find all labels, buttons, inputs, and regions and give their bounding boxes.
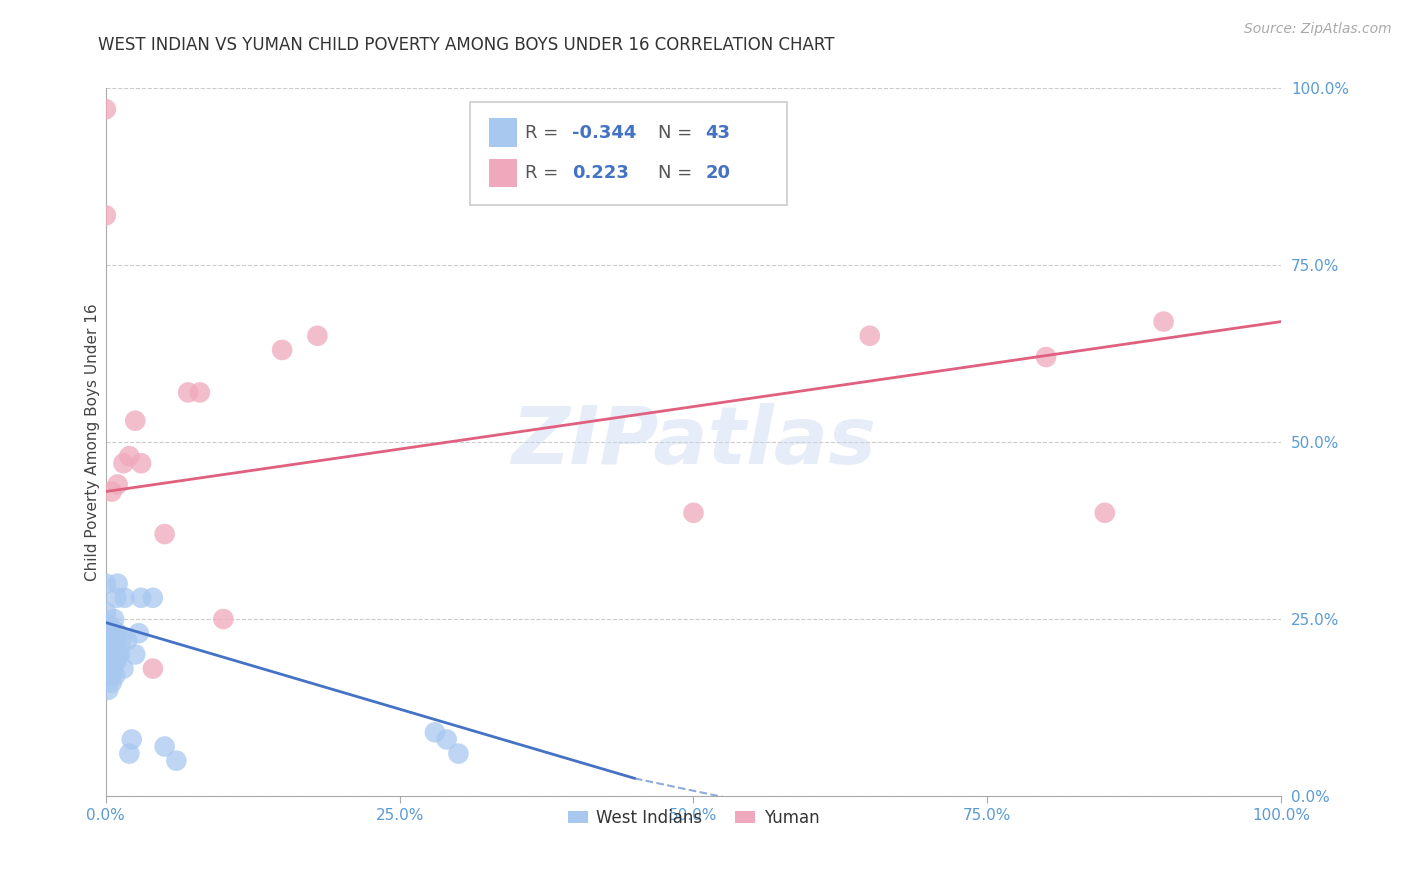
Point [108,648,131,662]
Point [121,732,143,747]
Point [124,414,146,428]
Text: N =: N = [658,164,699,182]
Point [101,626,124,640]
Point [153,739,176,754]
Point [94,102,117,116]
Point [124,648,146,662]
Point [107,648,129,662]
Point [94,662,117,676]
Point [100,675,122,690]
Point [142,662,165,676]
Point [165,754,187,768]
Point [129,456,152,470]
Point [103,612,125,626]
Point [97,662,120,676]
Point [447,747,470,761]
Point [100,633,122,648]
Point [94,640,117,655]
Point [118,449,141,463]
Point [118,747,141,761]
FancyBboxPatch shape [489,159,517,187]
Point [110,633,132,648]
Point [859,328,882,343]
Point [112,662,135,676]
Point [104,633,127,648]
Text: Source: ZipAtlas.com: Source: ZipAtlas.com [1244,22,1392,37]
Point [177,385,200,400]
Point [1035,350,1057,364]
Point [98,633,121,648]
Point [1094,506,1116,520]
Point [101,662,124,676]
FancyBboxPatch shape [489,119,517,146]
Point [212,612,235,626]
Point [107,626,129,640]
Point [100,669,122,683]
Point [104,669,127,683]
Y-axis label: Child Poverty Among Boys Under 16: Child Poverty Among Boys Under 16 [86,303,100,581]
Point [436,732,458,747]
Point [107,477,129,491]
Point [153,527,176,541]
Point [107,576,129,591]
Point [100,648,122,662]
Point [94,633,117,648]
Point [100,619,122,633]
Point [105,591,128,605]
Text: WEST INDIAN VS YUMAN CHILD POVERTY AMONG BOYS UNDER 16 CORRELATION CHART: WEST INDIAN VS YUMAN CHILD POVERTY AMONG… [98,36,835,54]
Text: 43: 43 [706,123,730,142]
Point [115,633,138,648]
Point [423,725,446,739]
Point [94,576,117,591]
FancyBboxPatch shape [470,102,787,205]
Point [188,385,211,400]
Legend: West Indians, Yuman: West Indians, Yuman [561,803,825,834]
Point [307,328,329,343]
Point [94,605,117,619]
Point [142,591,165,605]
Text: R =: R = [526,123,564,142]
Text: -0.344: -0.344 [572,123,637,142]
Point [128,626,150,640]
Text: ZIPatlas: ZIPatlas [510,403,876,481]
Point [94,208,117,222]
Point [94,619,117,633]
Point [114,591,136,605]
Text: N =: N = [658,123,699,142]
Point [94,648,117,662]
Point [98,648,121,662]
Point [271,343,294,357]
Text: 0.223: 0.223 [572,164,630,182]
Text: R =: R = [526,164,571,182]
Point [97,682,120,697]
Point [129,591,152,605]
Point [1153,315,1175,329]
Point [682,506,704,520]
Text: 20: 20 [706,164,730,182]
Point [112,456,135,470]
Point [100,484,122,499]
Point [105,655,128,669]
Point [103,648,125,662]
